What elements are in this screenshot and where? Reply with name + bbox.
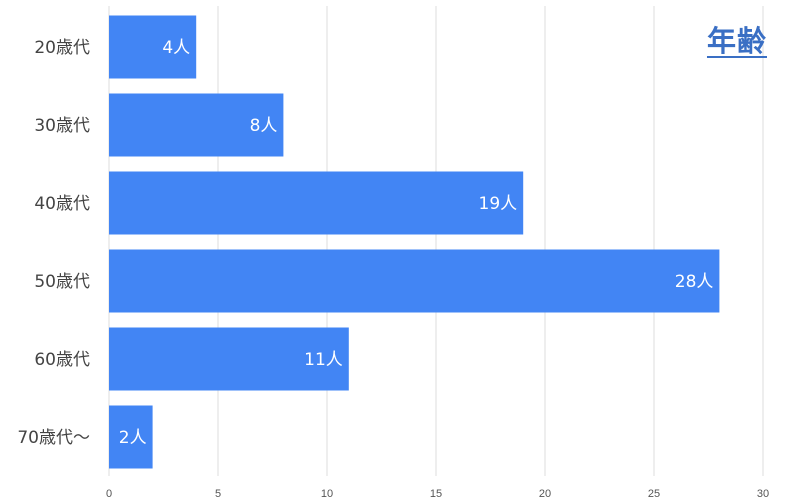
- bar-0[interactable]: [109, 15, 197, 79]
- chart-title[interactable]: 年齢: [706, 24, 767, 58]
- x-tick-label: 10: [321, 488, 333, 500]
- x-tick-label: 15: [430, 488, 442, 500]
- category-label: 30歳代: [34, 116, 90, 136]
- bar-1[interactable]: [109, 93, 284, 157]
- category-label: 50歳代: [34, 272, 90, 292]
- category-labels: 20歳代 30歳代 40歳代 50歳代 60歳代 70歳代〜: [17, 38, 90, 448]
- x-tick-labels: 0 5 10 15 20 25 30: [106, 488, 769, 500]
- bars: [109, 15, 720, 469]
- category-label: 20歳代: [34, 38, 90, 58]
- category-label: 70歳代〜: [17, 428, 90, 448]
- data-label: 4人: [162, 38, 190, 58]
- category-label: 40歳代: [34, 194, 90, 214]
- x-tick-label: 30: [757, 488, 769, 500]
- gridlines: [108, 6, 764, 476]
- category-label: 60歳代: [34, 350, 90, 370]
- data-labels: 4人 8人 19人 28人 11人 2人: [119, 38, 714, 448]
- data-label: 28人: [675, 272, 714, 292]
- bar-5[interactable]: [109, 405, 153, 469]
- data-label: 2人: [119, 428, 147, 448]
- x-tick-label: 5: [215, 488, 221, 500]
- x-tick-label: 20: [539, 488, 551, 500]
- bar-4[interactable]: [109, 327, 349, 391]
- x-tick-label: 25: [648, 488, 660, 500]
- bar-3[interactable]: [109, 249, 720, 313]
- data-label: 11人: [304, 350, 343, 370]
- data-label: 8人: [250, 116, 278, 136]
- bar-2[interactable]: [109, 171, 524, 235]
- x-tick-label: 0: [106, 488, 112, 500]
- data-label: 19人: [479, 194, 518, 214]
